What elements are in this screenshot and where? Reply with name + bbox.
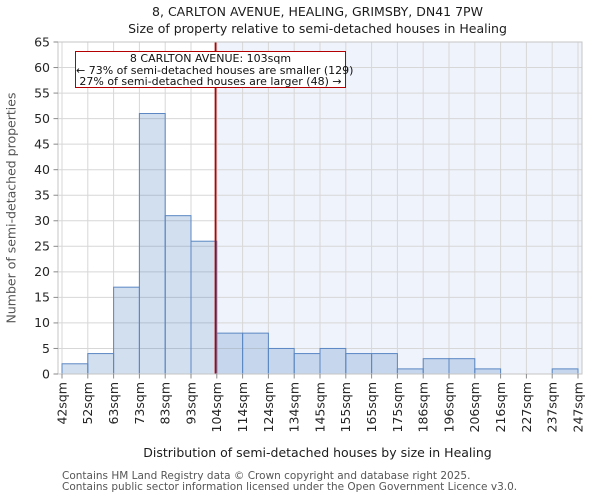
y-tick-label: 60 (34, 60, 50, 75)
histogram-bar-124sqm (267, 347, 295, 375)
histogram-bar-206sqm (474, 368, 502, 375)
footer-line-2: Contains public sector information licen… (62, 481, 518, 493)
x-tick-label: 124sqm (261, 382, 276, 432)
x-tick-label: 93sqm (183, 382, 198, 425)
x-axis-label: Distribution of semi-detached houses by … (143, 445, 492, 460)
x-tick-label: 114sqm (235, 382, 250, 432)
y-tick-label: 35 (34, 188, 50, 203)
x-tick-label: 145sqm (312, 382, 327, 432)
histogram-bar-93sqm (190, 240, 218, 375)
x-tick-label: 155sqm (338, 382, 353, 432)
histogram-bar-186sqm (422, 358, 450, 375)
x-tick-label: 237sqm (545, 382, 560, 432)
annotation-line-1: 8 CARLTON AVENUE: 103sqm (129, 52, 292, 65)
y-tick-label: 50 (34, 111, 50, 126)
x-tick-label: 206sqm (467, 382, 482, 432)
y-tick-label: 5 (42, 341, 50, 356)
chart-title: 8, CARLTON AVENUE, HEALING, GRIMSBY, DN4… (152, 4, 483, 19)
histogram-bar-237sqm (551, 368, 579, 375)
larger-region-shade (215, 42, 583, 374)
histogram-bar-145sqm (319, 347, 347, 375)
y-tick-label: 0 (42, 366, 50, 381)
y-axis-label: Number of semi-detached properties (3, 92, 19, 324)
annotation-line-2: ← 73% of semi-detached houses are smalle… (76, 63, 354, 77)
x-tick-label: 247sqm (570, 382, 585, 432)
y-tick-label: 55 (34, 85, 50, 100)
marker-annotation-box: 8 CARLTON AVENUE: 103sqm ← 73% of semi-d… (75, 51, 354, 89)
x-tick-label: 134sqm (287, 382, 302, 432)
histogram-bar-134sqm (293, 353, 321, 375)
x-tick-label: 63sqm (106, 382, 121, 425)
histogram-bar-42sqm (61, 363, 89, 375)
histogram-bar-52sqm (87, 353, 115, 375)
annotation-line-3: 27% of semi-detached houses are larger (… (79, 75, 342, 89)
x-tick-label: 165sqm (364, 382, 379, 432)
x-tick-label: 104sqm (209, 382, 224, 432)
x-tick-label: 83sqm (158, 382, 173, 425)
histogram-bar-165sqm (371, 353, 398, 375)
chart-subtitle: Size of property relative to semi-detach… (128, 21, 507, 36)
y-tick-label: 45 (34, 136, 50, 151)
footer-line-1: Contains HM Land Registry data © Crown c… (62, 470, 471, 482)
x-tick-label: 216sqm (493, 382, 508, 432)
x-tick-label: 227sqm (519, 382, 534, 432)
histogram-bar-196sqm (448, 358, 476, 375)
histogram-bar-63sqm (113, 286, 140, 375)
histogram-bar-114sqm (242, 332, 269, 375)
histogram-bar-83sqm (164, 215, 192, 375)
x-tick-label: 196sqm (441, 382, 456, 432)
histogram-bar-104sqm (216, 332, 244, 375)
histogram-bar-73sqm (138, 113, 166, 375)
y-tick-label: 65 (34, 34, 50, 49)
y-tick-label: 25 (34, 239, 50, 254)
x-tick-label: 186sqm (416, 382, 431, 432)
x-tick-label: 52sqm (80, 382, 95, 425)
y-tick-label: 30 (34, 213, 50, 228)
x-tick-label: 175sqm (390, 382, 405, 432)
y-tick-label: 10 (34, 315, 50, 330)
histogram-bar-155sqm (345, 353, 373, 375)
y-tick-label: 40 (34, 162, 50, 177)
histogram-bar-175sqm (396, 368, 424, 375)
x-tick-label: 73sqm (132, 382, 147, 425)
x-tick-label: 42sqm (54, 382, 69, 425)
y-tick-label: 20 (34, 264, 50, 279)
y-tick-label: 15 (34, 290, 50, 305)
